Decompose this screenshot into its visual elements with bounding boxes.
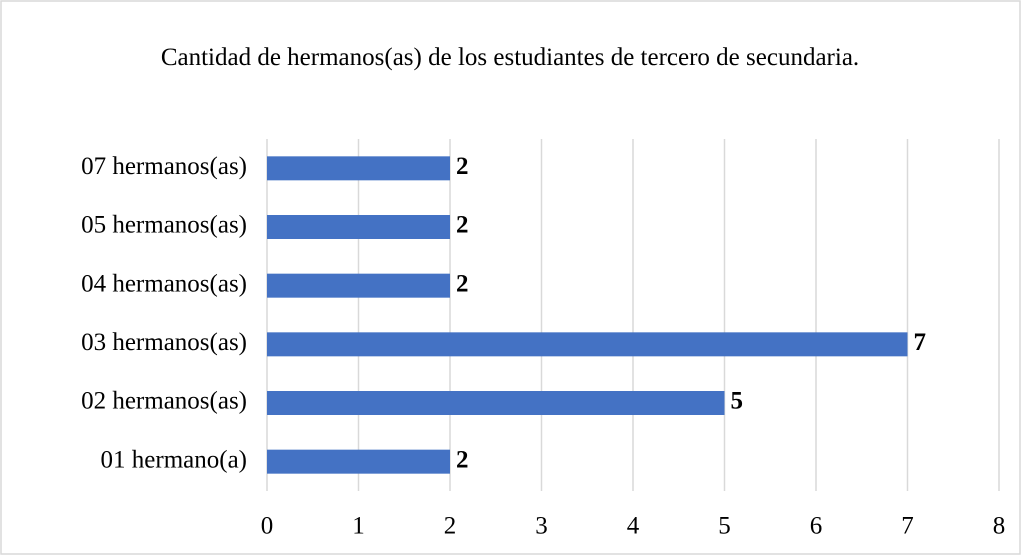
bar (267, 391, 725, 415)
x-tick-label: 8 (993, 513, 1006, 540)
value-label: 5 (731, 388, 744, 415)
value-label: 2 (456, 446, 469, 473)
y-tick-label: 01 hermano(a) (101, 446, 247, 473)
x-tick-label: 2 (444, 513, 457, 540)
y-tick-label: 03 hermanos(as) (81, 329, 247, 356)
bar (267, 273, 450, 298)
x-tick-label: 0 (261, 513, 274, 540)
y-tick-label: 02 hermanos(as) (81, 388, 247, 415)
bar (267, 449, 450, 474)
y-tick-label: 05 hermanos(as) (81, 212, 247, 239)
chart-title: Cantidad de hermanos(as) de los estudian… (160, 44, 860, 71)
x-tick-label: 7 (901, 513, 914, 540)
bar (267, 156, 450, 181)
bar (267, 332, 908, 357)
value-label: 2 (456, 212, 469, 239)
x-tick-label: 4 (627, 513, 640, 540)
value-label: 7 (914, 329, 927, 356)
y-tick-label: 07 hermanos(as) (81, 153, 247, 180)
x-tick-label: 6 (810, 513, 823, 540)
x-tick-label: 3 (535, 513, 548, 540)
value-label: 2 (456, 270, 469, 297)
x-tick-label: 5 (718, 513, 731, 540)
y-tick-label: 04 hermanos(as) (81, 270, 247, 297)
value-label: 2 (456, 153, 469, 180)
x-tick-label: 1 (352, 513, 365, 540)
bar (267, 215, 450, 239)
